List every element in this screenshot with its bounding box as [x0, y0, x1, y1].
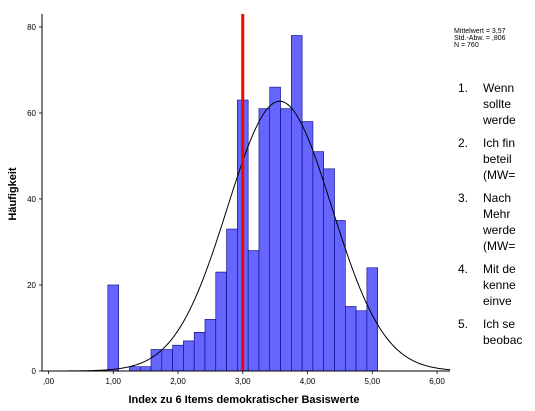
axes: [41, 14, 450, 372]
histogram-bar: [172, 344, 184, 372]
normal-curve: [42, 100, 450, 372]
item-list: 1. Wenn sollte werde 2. Ich fin beteil (MW=…: [455, 80, 535, 411]
x-tick-label: 3,00: [235, 377, 251, 386]
y-axis-label: Häufigkeit: [7, 167, 19, 221]
histogram-chart: ,00 1,00 2,00 3,00 4,00 5,00 6,00 0 20 40 60 80 In…: [7, 14, 450, 406]
histogram-bar: [247, 250, 260, 372]
histogram-bar: [161, 349, 173, 372]
y-tick-label: 40: [27, 195, 36, 204]
y-tick-label: 80: [27, 23, 36, 32]
x-tick-label: 1,00: [105, 377, 121, 386]
list-item-text: Mit de kenne einve: [483, 262, 516, 308]
x-tick-label: 6,00: [429, 377, 445, 386]
histogram-bar: [301, 121, 314, 372]
y-tick-label: 20: [27, 281, 36, 290]
list-item: 4. Mit de kenne einve: [455, 261, 535, 309]
list-item: 3. Nach Mehr werde (MW=: [455, 190, 535, 254]
histogram-bar: [269, 86, 281, 372]
list-item-number: 3.: [458, 191, 469, 205]
list-item-text: Ich fin beteil (MW=: [483, 136, 516, 182]
stat-sd: Std.-Abw. = ,806: [454, 35, 506, 42]
histogram-bar: [345, 306, 357, 372]
histogram-bar: [193, 331, 206, 372]
histogram-bar: [312, 151, 325, 372]
x-axis-label: Index zu 6 Items demokratischer Basiswer…: [128, 394, 359, 406]
histogram-bar: [366, 267, 378, 372]
histogram-bar: [355, 310, 368, 372]
list-item: 5. Ich se beobac: [455, 316, 535, 348]
list-item-number: 2.: [458, 136, 469, 150]
x-tick-label: ,00: [43, 377, 55, 386]
histogram-bar: [183, 340, 195, 372]
histogram-bar: [150, 349, 163, 372]
stat-mean: Mittelwert = 3,57: [454, 28, 506, 35]
x-axis-ticks: ,00 1,00 2,00 3,00 4,00 5,00 6,00: [43, 371, 445, 386]
list-item: 1. Wenn sollte werde: [455, 80, 535, 128]
list-item-number: 5.: [458, 317, 469, 331]
x-tick-label: 5,00: [364, 377, 380, 386]
histogram-bar: [280, 108, 292, 372]
histogram-bar: [226, 228, 238, 372]
histogram-bar: [215, 271, 227, 372]
histogram-bar: [139, 366, 152, 372]
histogram-bar: [204, 319, 217, 372]
list-item-number: 1.: [458, 81, 469, 95]
histogram-bar: [258, 108, 271, 372]
x-tick-label: 2,00: [170, 377, 186, 386]
list-item: 2. Ich fin beteil (MW=: [455, 135, 535, 183]
x-tick-label: 4,00: [300, 377, 316, 386]
list-item-text: Wenn sollte werde: [483, 81, 516, 127]
list-item-text: Ich se beobac: [483, 317, 523, 347]
y-tick-label: 60: [27, 109, 36, 118]
statistics-box: Mittelwert = 3,57 Std.-Abw. = ,806 N = 7…: [454, 28, 506, 49]
y-axis-ticks: 0 20 40 60 80: [27, 23, 42, 376]
y-tick-label: 0: [32, 367, 37, 376]
stat-n: N = 760: [454, 42, 479, 49]
histogram-bar: [107, 284, 119, 372]
histogram-bar: [291, 35, 303, 372]
histogram-bar: [129, 366, 141, 372]
list-item-text: Nach Mehr werde (MW=: [483, 191, 516, 253]
list-item-number: 4.: [458, 262, 469, 276]
